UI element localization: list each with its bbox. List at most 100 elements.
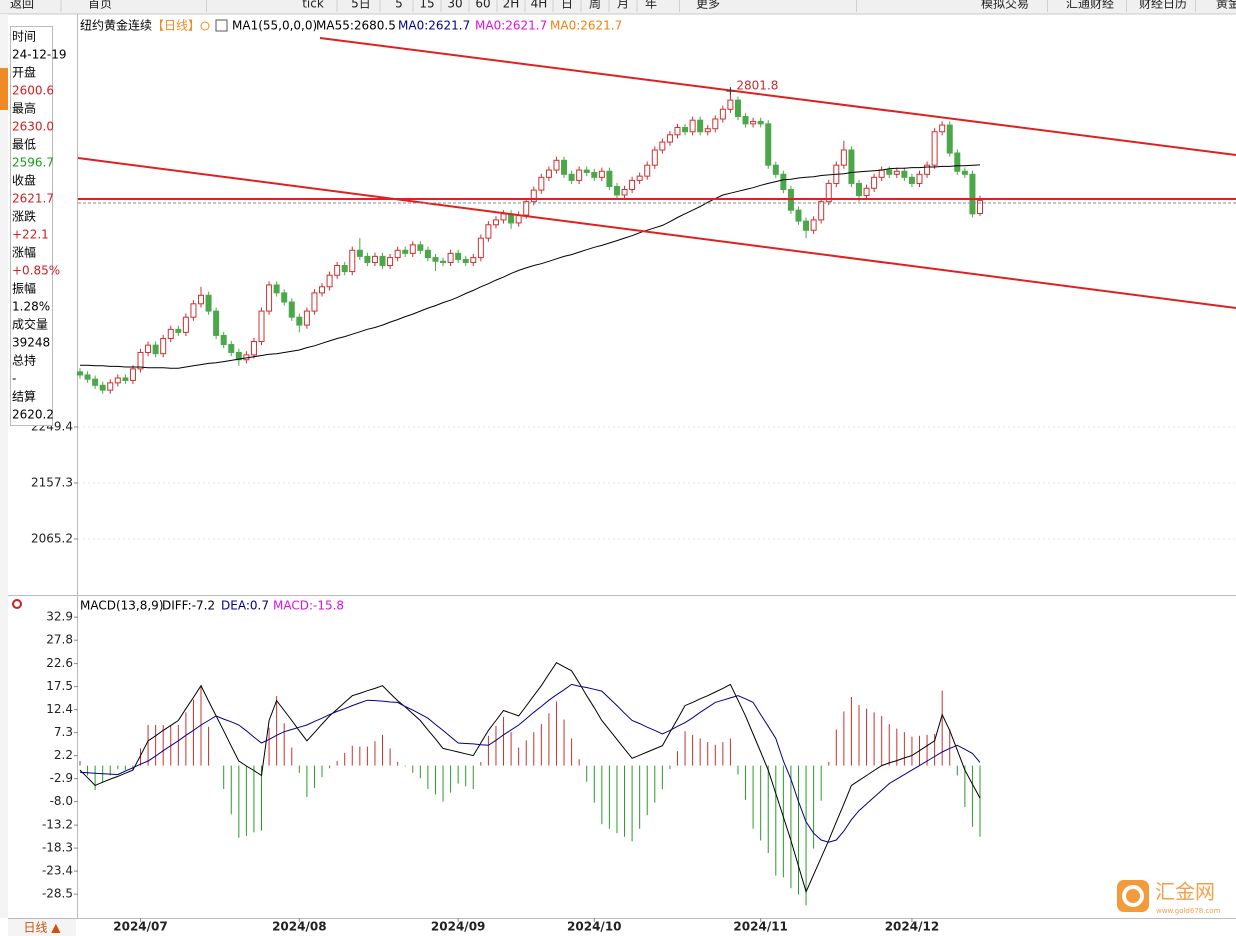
candle-body bbox=[137, 351, 144, 370]
candle-body bbox=[682, 126, 689, 133]
candle-body bbox=[228, 344, 235, 353]
candle-body bbox=[409, 244, 416, 254]
legend-entry: DIFF:-7.2 bbox=[162, 599, 215, 613]
candle-body bbox=[742, 116, 749, 125]
high-label: 2801.8 bbox=[736, 79, 778, 93]
toolbar-button[interactable]: 周 bbox=[589, 0, 601, 11]
candle-body bbox=[598, 170, 605, 178]
y-tick-label: 2065.2 bbox=[31, 531, 73, 545]
candle-body bbox=[969, 173, 976, 215]
toolbar-button[interactable]: 4H bbox=[531, 0, 548, 11]
candle-body bbox=[757, 120, 764, 125]
candle-body bbox=[576, 169, 583, 181]
candle-body bbox=[432, 257, 439, 262]
info-value: 24-12-19 bbox=[12, 48, 66, 62]
toolbar-button[interactable]: 5 bbox=[395, 0, 403, 11]
info-value: +22.1 bbox=[12, 228, 49, 242]
candle-body bbox=[122, 377, 129, 381]
candle-body bbox=[92, 378, 99, 386]
side-strip bbox=[0, 14, 8, 918]
info-value: 39248 bbox=[12, 336, 50, 350]
toolbar-button[interactable]: 2H bbox=[503, 0, 520, 11]
channel-lower bbox=[77, 157, 1236, 309]
macd-icon[interactable] bbox=[12, 599, 22, 609]
toolbar-button[interactable]: 更多 bbox=[696, 0, 720, 11]
candle-body bbox=[152, 344, 159, 355]
candle-body bbox=[145, 344, 152, 353]
candle-body bbox=[205, 294, 212, 312]
y-tick-label: 17.5 bbox=[46, 679, 73, 693]
candle-body bbox=[281, 292, 288, 303]
ma-legend: MA55:2680.5 bbox=[316, 19, 396, 33]
watermark-url: www.gold678.com bbox=[1156, 907, 1221, 915]
candle-body bbox=[84, 374, 91, 380]
main-pane bbox=[77, 91, 1236, 540]
candle-body bbox=[530, 189, 537, 203]
info-label: 涨跌 bbox=[12, 209, 36, 224]
toolbar-button[interactable]: 年 bbox=[645, 0, 657, 11]
add-icon[interactable] bbox=[200, 21, 210, 31]
candle-body bbox=[379, 255, 386, 267]
toolbar-button[interactable]: 模拟交易 bbox=[981, 0, 1029, 11]
candle-body bbox=[129, 368, 136, 381]
toolbar-button[interactable]: 15 bbox=[419, 0, 434, 11]
y-tick-label: 2.2 bbox=[54, 748, 73, 762]
toolbar-button[interactable]: 返回 bbox=[10, 0, 34, 11]
macd-line bbox=[79, 683, 981, 843]
candle-body bbox=[213, 310, 220, 336]
candle-body bbox=[659, 141, 666, 151]
toolbar-button[interactable]: 汇通财经 bbox=[1066, 0, 1114, 11]
toolbar-button[interactable]: 5日 bbox=[351, 0, 371, 11]
candle-body bbox=[606, 170, 613, 187]
toolbar-button[interactable]: 首页 bbox=[88, 0, 112, 11]
toolbar-button[interactable]: 30 bbox=[447, 0, 462, 11]
y-tick-label: -2.9 bbox=[50, 771, 73, 785]
candle-body bbox=[886, 169, 893, 175]
candle-body bbox=[114, 377, 121, 384]
toolbar-button[interactable]: 日 bbox=[561, 0, 573, 11]
y-tick-label: -13.2 bbox=[42, 818, 73, 832]
candle-body bbox=[258, 310, 265, 343]
toolbar-button[interactable]: 60 bbox=[475, 0, 490, 11]
toolbar-button[interactable]: tick bbox=[302, 0, 324, 11]
candle-body bbox=[220, 334, 227, 346]
candle-body bbox=[818, 201, 825, 221]
candle-body bbox=[190, 303, 197, 318]
candle-body bbox=[893, 170, 900, 175]
candle-body bbox=[455, 252, 462, 260]
candle-body bbox=[954, 152, 961, 172]
candle-body bbox=[485, 224, 492, 239]
candle-body bbox=[99, 384, 106, 391]
candle-body bbox=[356, 249, 363, 257]
info-label: 时间 bbox=[12, 30, 36, 44]
toolbar-button[interactable]: 黄金 bbox=[1216, 0, 1236, 11]
side-tab-active[interactable] bbox=[0, 68, 8, 110]
candle-body bbox=[326, 274, 333, 288]
candle-body bbox=[175, 328, 182, 333]
info-value: +0.85% bbox=[12, 264, 60, 278]
candle-body bbox=[848, 149, 855, 184]
candle-body bbox=[871, 176, 878, 189]
period-button-bg[interactable] bbox=[8, 919, 76, 936]
info-value: - bbox=[12, 372, 16, 386]
info-label: 总持 bbox=[12, 353, 36, 368]
candle-body bbox=[583, 169, 590, 173]
candle-body bbox=[77, 371, 83, 376]
candle-body bbox=[462, 258, 469, 263]
macd-line bbox=[79, 662, 981, 894]
toolbar-button[interactable]: 财经日历 bbox=[1139, 0, 1187, 11]
indicator-label: MA1(55,0,0,0) bbox=[232, 19, 317, 33]
candle-body bbox=[674, 126, 681, 136]
candle-body bbox=[644, 164, 651, 177]
candle-body bbox=[961, 170, 968, 175]
y-tick-label: -28.5 bbox=[42, 887, 73, 901]
toolbar-button[interactable]: 月 bbox=[617, 0, 629, 11]
indicator-icon[interactable] bbox=[215, 19, 228, 32]
macd-title: MACD(13,8,9) bbox=[80, 599, 164, 613]
period-label: 【日线】 bbox=[152, 19, 200, 33]
info-value: 2621.7 bbox=[12, 192, 54, 206]
info-label: 成交量 bbox=[12, 317, 48, 332]
indicator-label: MA0:2621.7 bbox=[550, 19, 622, 33]
period-button[interactable]: 日线 ▲ bbox=[23, 921, 61, 935]
y-tick-label: 7.3 bbox=[54, 725, 73, 739]
